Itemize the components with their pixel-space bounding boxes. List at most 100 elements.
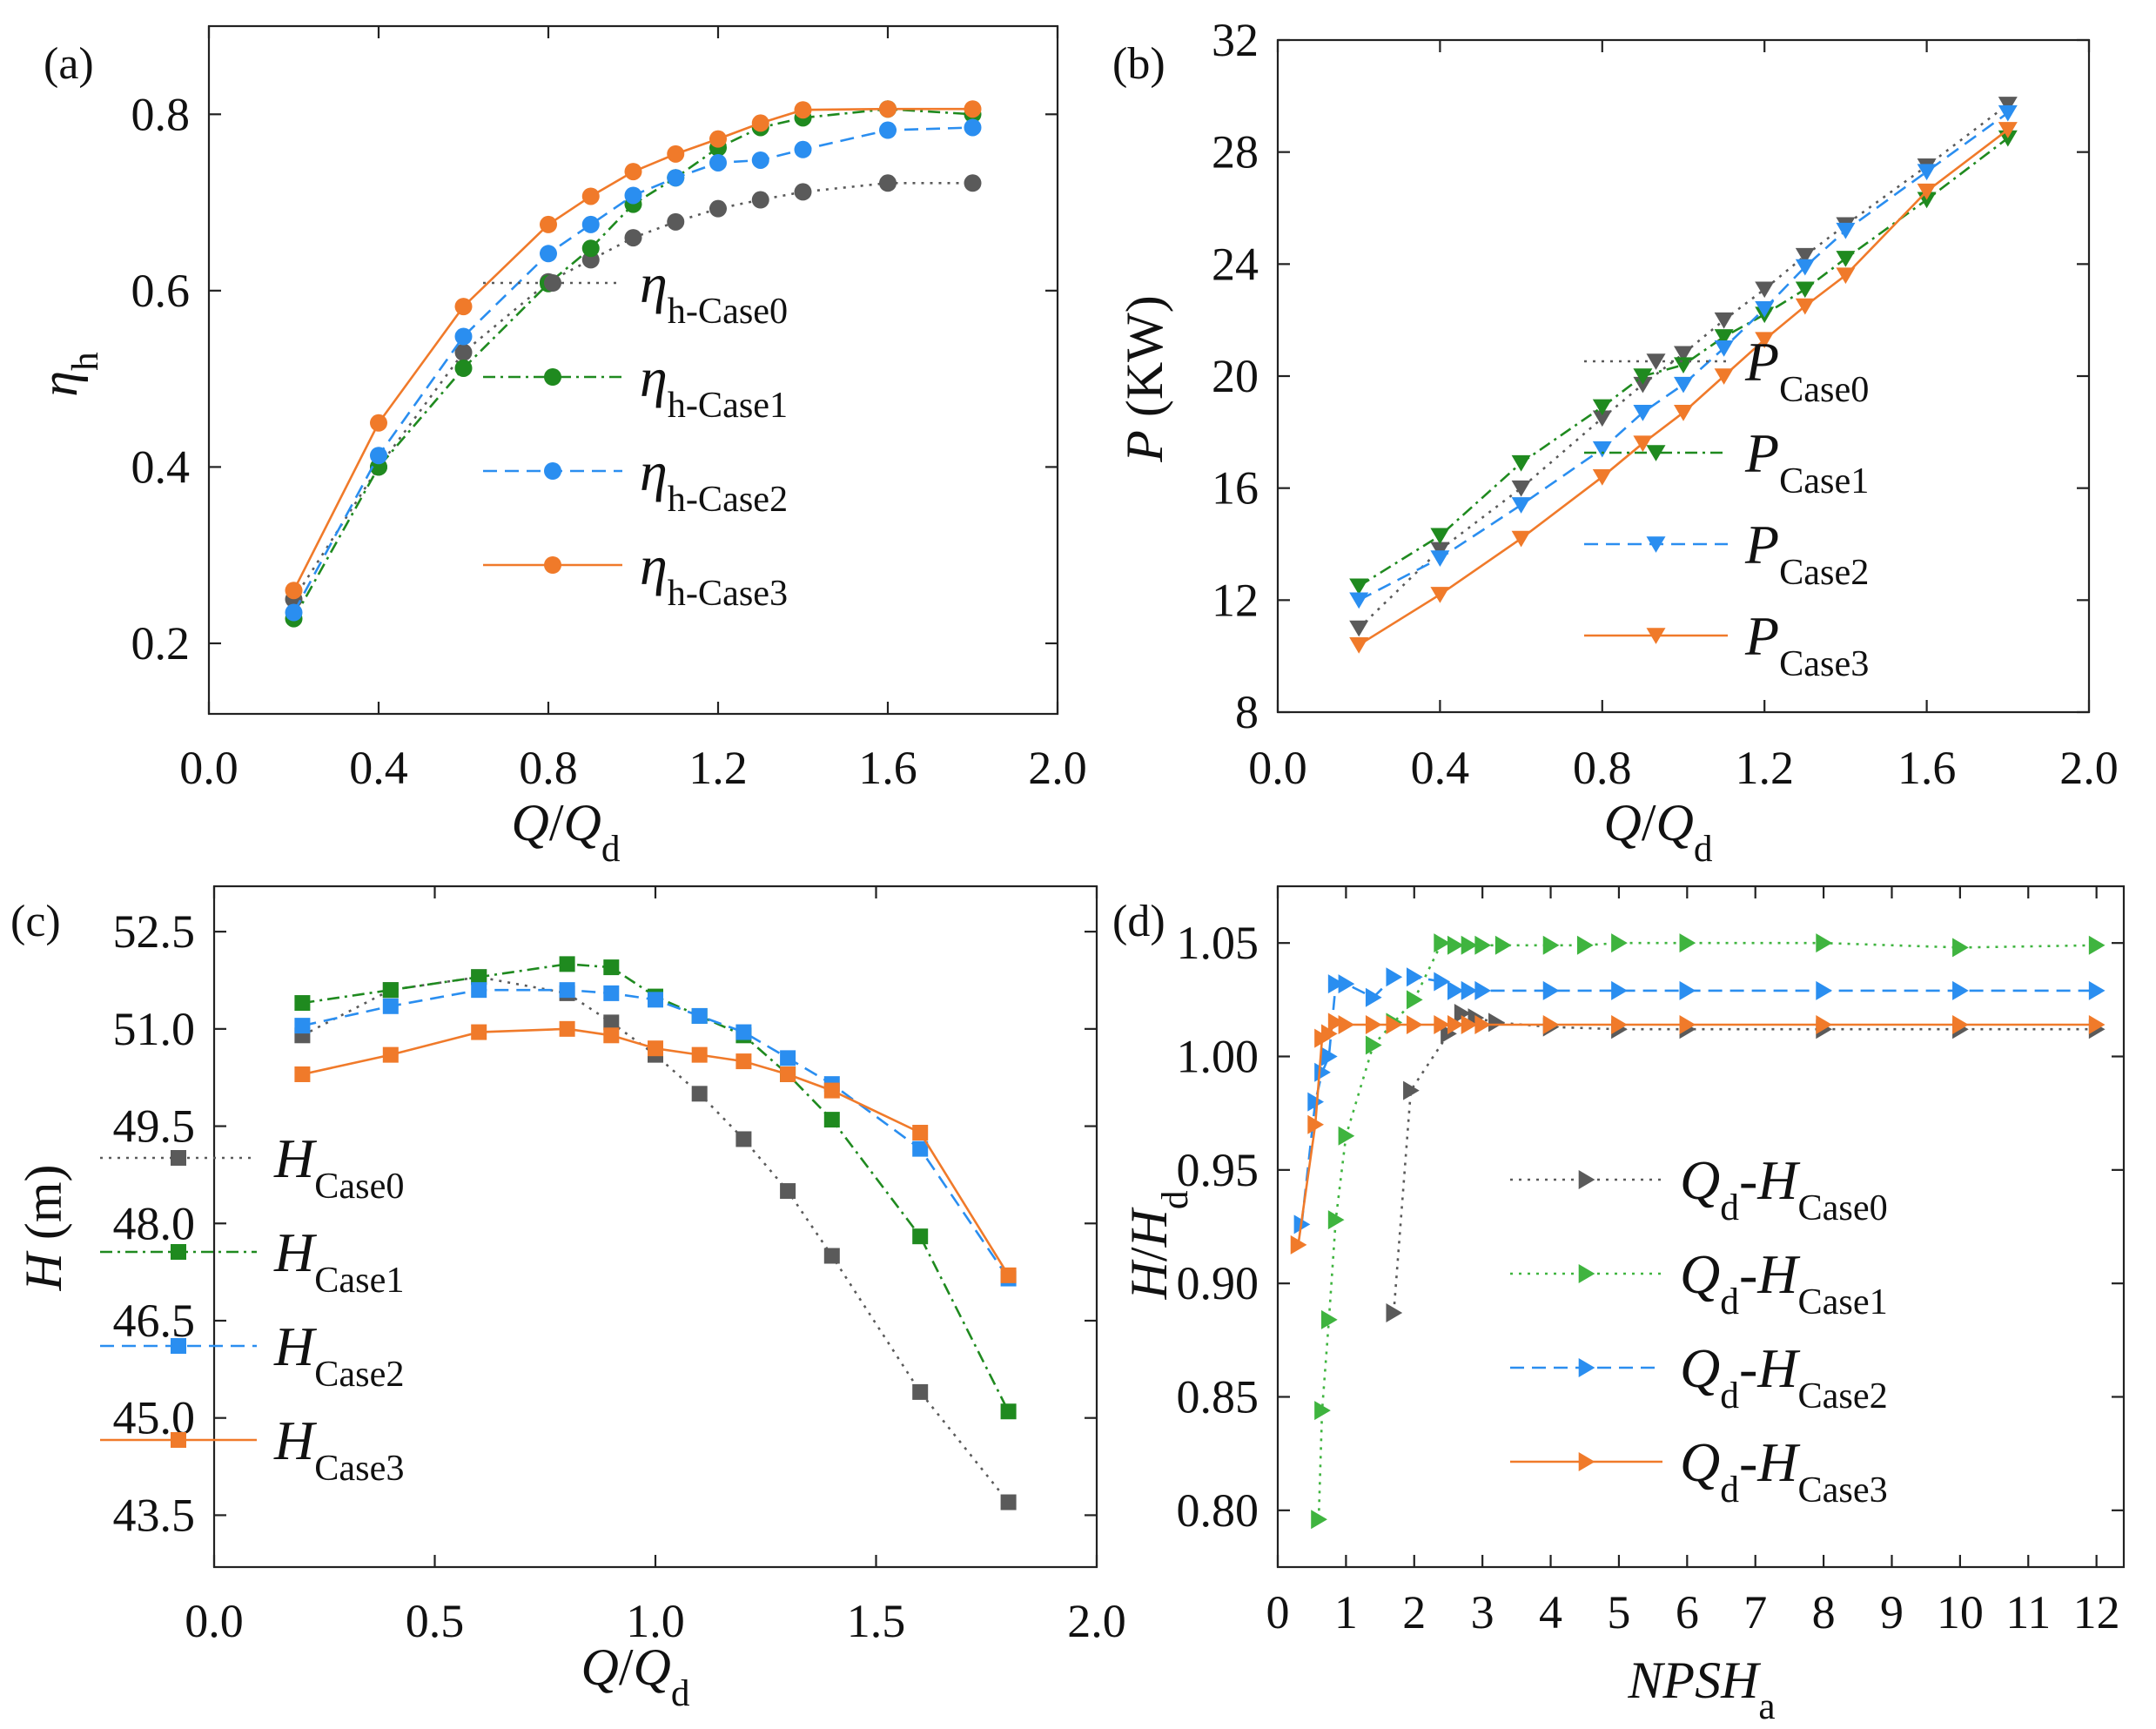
data-point: [1349, 578, 1369, 595]
x-tick-label: 0.8: [1573, 742, 1632, 794]
data-point: [648, 1040, 663, 1057]
data-point: [1646, 353, 1666, 370]
data-point: [1836, 251, 1856, 267]
data-point: [294, 1018, 311, 1034]
data-point: [1674, 346, 1693, 363]
x-tick-label: 2.0: [1067, 1595, 1126, 1647]
x-tick-label: 12: [2073, 1586, 2120, 1638]
data-point: [370, 414, 387, 432]
legend-label: Qd-HCase3: [1680, 1431, 1888, 1510]
x-tick-label: 7: [1743, 1586, 1767, 1638]
data-point: [1494, 935, 1512, 955]
x-tick-label: 5: [1607, 1586, 1630, 1638]
x-tick-label: 11: [2005, 1586, 2051, 1638]
y-tick-label: 16: [1212, 462, 1259, 515]
y-tick-label: 0.90: [1177, 1257, 1259, 1309]
data-point: [879, 121, 897, 139]
data-point: [603, 1027, 620, 1044]
data-point: [1488, 1013, 1505, 1033]
data-point: [1441, 1024, 1457, 1044]
series-group: [294, 956, 1017, 1510]
legend-label: PCase3: [1744, 605, 1869, 684]
series-line: [1358, 137, 2009, 588]
y-tick-label: 0.2: [131, 617, 191, 669]
data-point: [540, 215, 557, 233]
data-point: [559, 982, 575, 999]
data-point: [1386, 1015, 1403, 1035]
data-point: [912, 1125, 929, 1141]
legend-label: PCase0: [1744, 331, 1869, 410]
data-point: [1386, 967, 1403, 987]
data-point: [1320, 1024, 1338, 1044]
data-point: [1474, 1015, 1492, 1035]
data-point: [1952, 938, 1969, 958]
data-point: [1679, 1015, 1696, 1035]
x-tick-label: 2.0: [1028, 742, 1087, 794]
data-point: [823, 1248, 840, 1264]
legend-label: PCase1: [1744, 422, 1869, 501]
data-point: [1327, 974, 1345, 994]
x-tick-label: 10: [1937, 1586, 1984, 1638]
data-point: [667, 169, 685, 187]
data-point: [735, 1053, 752, 1070]
y-tick-label: 0.4: [131, 441, 191, 493]
y-tick-label: 48.0: [113, 1197, 196, 1249]
y-tick-label: 0.85: [1177, 1371, 1259, 1423]
legend: Qd-HCase0 Qd-HCase1 Qd-HCase2 Qd-HCase3: [1510, 1149, 1888, 1510]
data-point: [823, 1112, 840, 1128]
data-point: [1674, 405, 1693, 421]
data-point: [471, 982, 487, 999]
data-point: [1816, 1015, 1832, 1035]
data-point: [1307, 1114, 1325, 1134]
data-point: [1714, 368, 1734, 385]
data-point: [751, 151, 769, 169]
panel-b: (b) 0.0 0.4 0.8 1.2 1.6 2.0 8 12 16 20 24 28 32 Q/Qd P …: [1112, 14, 2119, 870]
legend-label: Qd-HCase1: [1680, 1243, 1888, 1322]
data-point: [1917, 183, 1937, 200]
data-point: [1646, 536, 1666, 553]
data-point: [1000, 1494, 1017, 1510]
data-point: [1430, 528, 1450, 545]
y-tick-label: 1.00: [1177, 1031, 1259, 1083]
data-point: [1917, 164, 1937, 181]
data-point: [454, 359, 473, 377]
data-point: [1430, 587, 1450, 603]
x-tick-label: 1.5: [847, 1595, 906, 1647]
data-point: [1952, 980, 1969, 1000]
data-point: [2088, 1015, 2106, 1035]
legend: ηh-Case0 ηh-Case1 ηh-Case2 ηh-Case3: [483, 252, 788, 614]
legend-label: Qd-HCase0: [1680, 1149, 1888, 1228]
data-point: [581, 187, 600, 205]
data-point: [1447, 935, 1464, 955]
data-point: [285, 603, 303, 622]
data-point: [1633, 435, 1653, 453]
data-point: [1434, 933, 1451, 953]
data-point: [964, 118, 982, 137]
data-point: [1511, 454, 1531, 472]
panel-d: (d)0 1 2 3 4 5 6 7 8 9 10 11 120.800.850.900.951.001…: [1112, 885, 2126, 1727]
x-tick-label: 0.0: [185, 1595, 244, 1647]
panel-c: (c)0.0 0.5 1.0 1.5 2.043.545.046.548.049.551…: [10, 885, 1126, 1714]
x-tick-label: 4: [1539, 1586, 1562, 1638]
data-point: [1578, 1264, 1595, 1283]
data-point: [1816, 980, 1832, 1000]
data-point: [1365, 987, 1382, 1007]
y-tick-label: 32: [1212, 14, 1259, 66]
data-point: [1447, 980, 1464, 1000]
series-line: [301, 975, 1010, 1504]
series-line: [292, 107, 973, 591]
x-tick-label: 6: [1676, 1586, 1699, 1638]
x-tick-label: 0.4: [1411, 742, 1470, 794]
data-point: [691, 1007, 708, 1024]
data-point: [1349, 620, 1369, 637]
plot-frame: [1276, 885, 2126, 1569]
panel-label: (a): [44, 39, 94, 89]
data-point: [1474, 980, 1492, 1000]
panel-a: (a)0.0 0.4 0.8 1.2 1.6 2.00.20.40.60.8Q/Qdηhη…: [30, 24, 1087, 870]
data-point: [1795, 247, 1815, 265]
data-point: [879, 174, 897, 192]
legend-label: ηh-Case2: [640, 441, 788, 520]
data-point: [1836, 267, 1856, 285]
data-point: [1795, 259, 1815, 276]
